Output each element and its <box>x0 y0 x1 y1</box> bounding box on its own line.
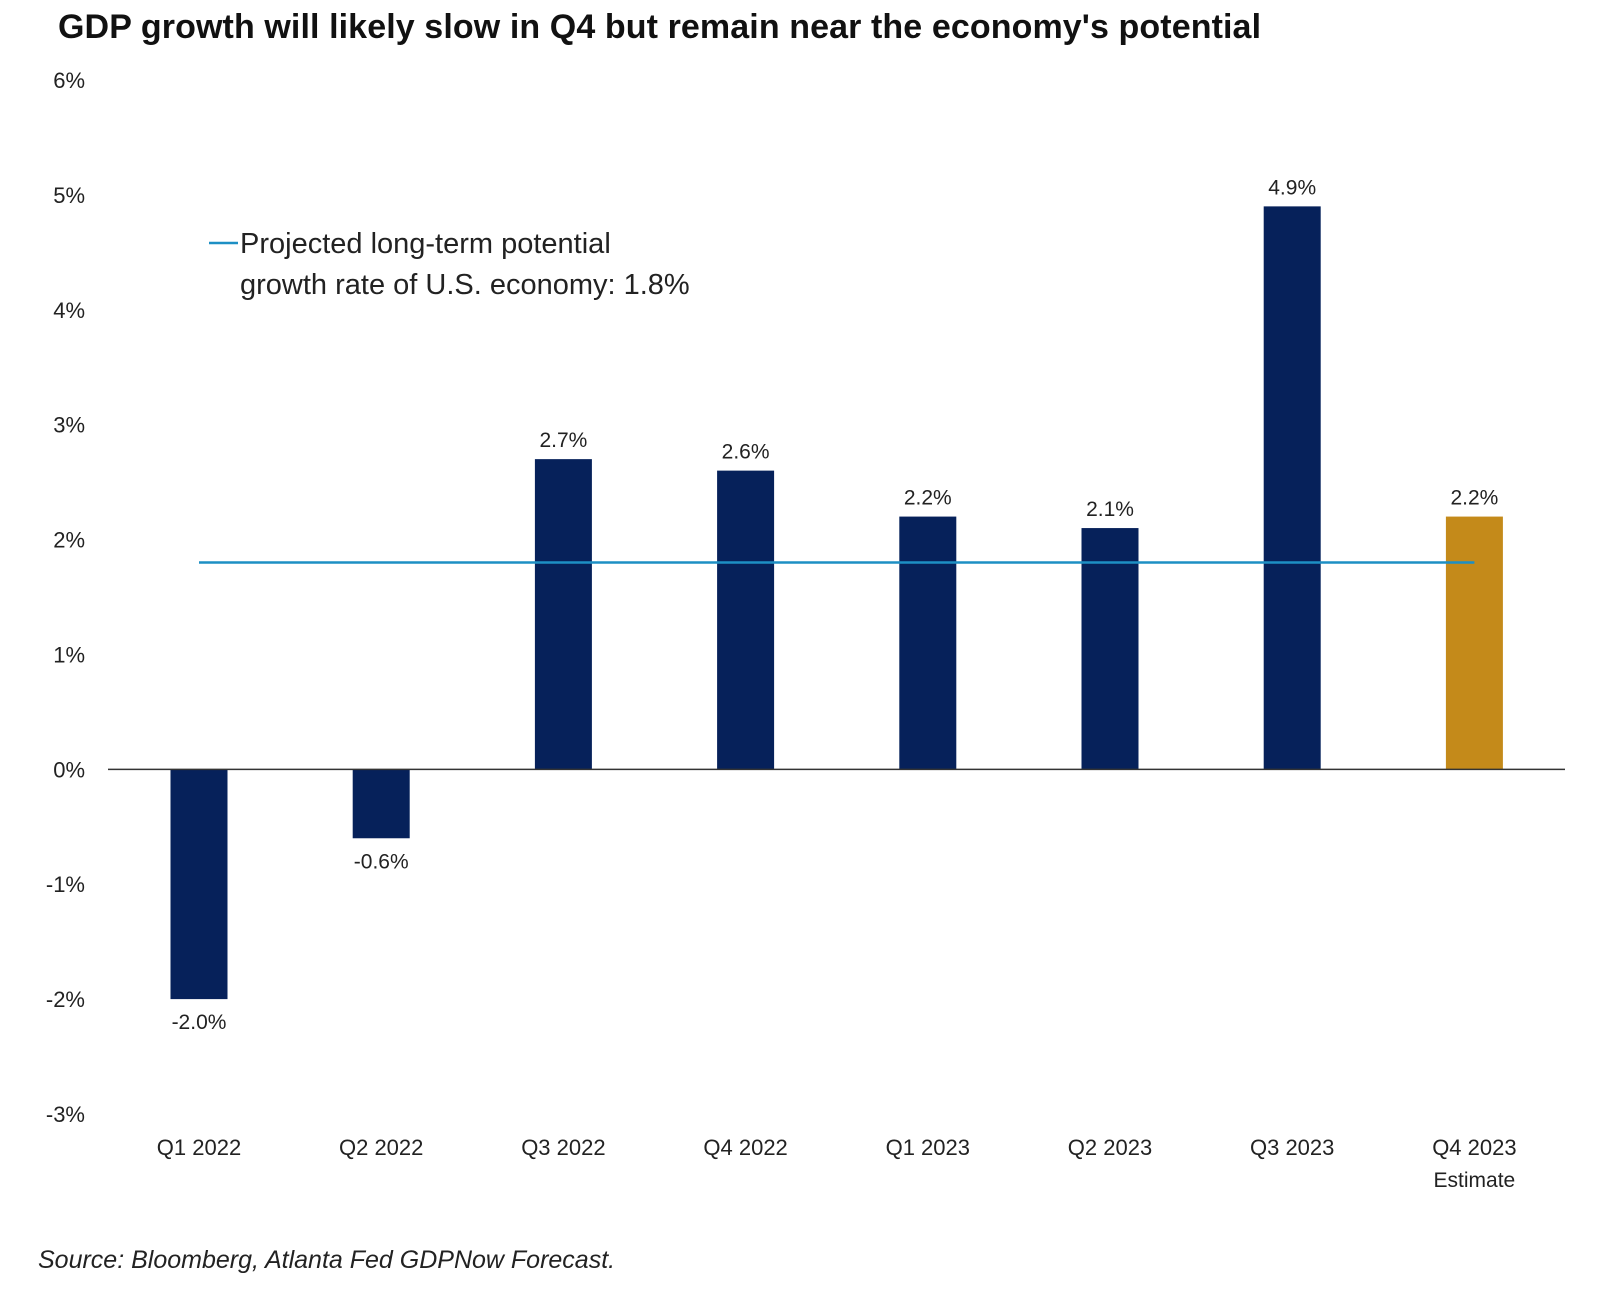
y-tick-label: 1% <box>53 642 85 667</box>
chart-title: GDP growth will likely slow in Q4 but re… <box>58 8 1262 46</box>
bar <box>1081 528 1139 770</box>
x-tick-sublabel: Estimate <box>1434 1169 1516 1192</box>
y-tick-label: 6% <box>53 68 85 93</box>
bar <box>1445 516 1503 770</box>
y-tick-label: 2% <box>53 528 85 553</box>
data-label: 2.7% <box>539 429 587 452</box>
x-tick-label: Q1 2023 <box>886 1135 970 1160</box>
y-tick-label: -3% <box>46 1102 85 1127</box>
x-tick-label: Q1 2022 <box>157 1135 241 1160</box>
data-label: 2.2% <box>1450 487 1498 510</box>
bar <box>352 769 410 839</box>
x-tick-label: Q2 2022 <box>339 1135 423 1160</box>
data-label: 4.9% <box>1268 176 1316 199</box>
bar <box>534 459 592 770</box>
x-tick-label: Q3 2023 <box>1250 1135 1334 1160</box>
y-tick-label: 5% <box>53 183 85 208</box>
data-label: -2.0% <box>172 1011 227 1034</box>
bar <box>717 470 775 770</box>
x-tick-label: Q4 2023 <box>1432 1135 1516 1160</box>
bars <box>170 206 1503 1000</box>
y-tick-label: -2% <box>46 987 85 1012</box>
bar <box>1263 206 1321 770</box>
bar <box>170 769 228 1000</box>
y-tick-label: -1% <box>46 872 85 897</box>
data-label: 2.6% <box>722 441 770 464</box>
data-label: 2.1% <box>1086 498 1134 521</box>
data-label: 2.2% <box>904 487 952 510</box>
legend-text-line1: Projected long-term potential <box>240 228 611 260</box>
bar <box>899 516 957 770</box>
data-labels: -2.0% -0.6% 2.7% 2.6% 2.2% 2.1% 4.9% 2.2% <box>172 176 1499 1034</box>
source-note: Source: Bloomberg, Atlanta Fed GDPNow Fo… <box>38 1246 616 1274</box>
y-tick-label: 0% <box>53 757 85 782</box>
y-tick-label: 3% <box>53 413 85 438</box>
x-tick-label: Q4 2022 <box>703 1135 787 1160</box>
y-axis-labels: 6% 5% 4% 3% 2% 1% 0% -1% -2% -3% <box>46 68 85 1127</box>
x-axis-labels: Q1 2022 Q2 2022 Q3 2022 Q4 2022 Q1 2023 Q2 20… <box>157 1135 1517 1192</box>
x-tick-label: Q2 2023 <box>1068 1135 1152 1160</box>
legend: Projected long-term potential growth rate… <box>209 228 690 301</box>
x-tick-label: Q3 2022 <box>521 1135 605 1160</box>
legend-text-line2: growth rate of U.S. economy: 1.8% <box>240 269 690 301</box>
y-tick-label: 4% <box>53 298 85 323</box>
data-label: -0.6% <box>354 850 409 873</box>
